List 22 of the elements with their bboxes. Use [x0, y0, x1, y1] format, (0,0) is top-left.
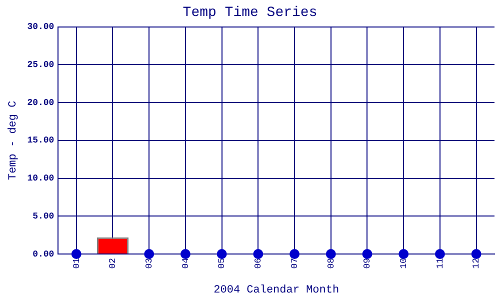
x-tick-label: 09: [362, 258, 373, 269]
chart-title: Temp Time Series: [182, 5, 318, 22]
y-tick-label: 20.00: [27, 98, 54, 108]
x-tick-label: 06: [254, 258, 264, 269]
y-tick-label: 30.00: [27, 22, 54, 32]
x-axis-title: 2004 Calendar Month: [214, 284, 340, 296]
x-tick-label: 05: [217, 258, 228, 269]
y-tick-label: 0.00: [32, 249, 54, 260]
y-tick-label: 10.00: [27, 174, 54, 184]
x-tick-label: 08: [326, 258, 336, 269]
x-tick-label: 11: [435, 258, 446, 269]
x-tick-label: 12: [472, 258, 482, 269]
y-tick-label: 25.00: [27, 60, 54, 70]
x-tick-label: 10: [398, 258, 409, 269]
y-axis-title: Temp - deg C: [8, 100, 20, 180]
x-tick-label: 03: [144, 258, 154, 269]
x-tick-label: 07: [290, 258, 300, 269]
x-tick-label: 02: [108, 258, 118, 269]
y-tick-label: 5.00: [32, 211, 54, 222]
x-tick-label: 04: [180, 258, 191, 269]
x-tick-label: 01: [72, 258, 82, 269]
y-tick-label: 15.00: [27, 136, 54, 146]
